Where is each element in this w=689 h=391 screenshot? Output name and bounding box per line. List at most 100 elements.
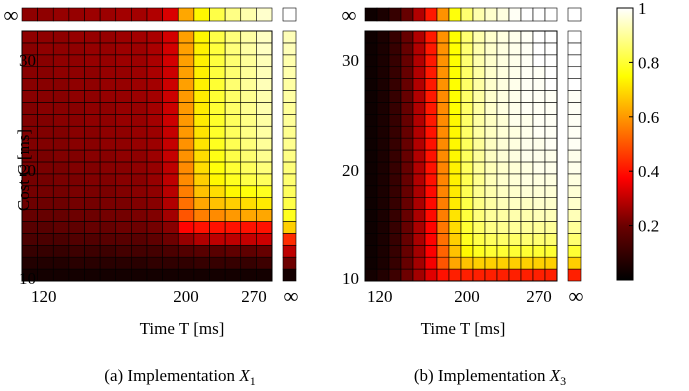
heatmap-cell xyxy=(224,209,242,222)
heatmap-cell xyxy=(224,102,242,115)
heatmap-cell xyxy=(131,137,148,151)
heatmap-cell xyxy=(209,185,226,198)
heatmap-cell xyxy=(460,233,474,246)
heatmap-cell xyxy=(484,90,498,103)
heatmap-cell xyxy=(484,233,498,246)
heatmap-cell xyxy=(209,90,226,103)
infinity-column-cell xyxy=(282,54,297,68)
infinity-column-cell xyxy=(567,268,582,282)
heatmap-cell xyxy=(460,30,474,44)
heatmap-cell xyxy=(388,66,402,79)
heatmap-cell xyxy=(484,78,498,91)
heatmap-cell xyxy=(424,114,438,127)
heatmap-cell xyxy=(544,90,558,103)
heatmap-cell xyxy=(424,102,438,115)
heatmap-cell xyxy=(256,54,273,68)
heatmap-cell xyxy=(162,256,179,270)
heatmap-cell xyxy=(508,197,522,210)
heatmap-cell xyxy=(224,268,242,282)
heatmap-cell xyxy=(364,197,378,210)
heatmap-cell xyxy=(496,30,510,44)
x-axis-label-b: Time T [ms] xyxy=(421,319,506,338)
infinity-column-cell xyxy=(567,66,582,79)
heatmap-cell xyxy=(532,66,546,79)
heatmap-cell xyxy=(209,30,226,44)
heatmap-cell xyxy=(472,42,486,56)
heatmap-cell xyxy=(532,173,546,187)
infinity-column-a xyxy=(282,30,297,282)
heatmap-cell xyxy=(532,244,546,258)
heatmap-cell xyxy=(131,197,148,210)
infinity-column-cell xyxy=(282,125,297,139)
heatmap-cell xyxy=(472,268,486,282)
heatmap-cell xyxy=(224,244,242,258)
heatmap-cell xyxy=(52,197,70,210)
infinity-column-cell xyxy=(282,114,297,127)
heatmap-cell xyxy=(84,268,101,282)
heatmap-cell xyxy=(484,125,498,139)
heatmap-cell xyxy=(52,221,70,234)
heatmap-cell xyxy=(388,137,402,151)
heatmap-cell xyxy=(460,209,474,222)
y-tick-b-20: 20 xyxy=(342,161,359,180)
heatmap-cell xyxy=(376,30,390,44)
heatmap-cell xyxy=(400,221,414,234)
heatmap-cell xyxy=(484,42,498,56)
heatmap-cell xyxy=(424,209,438,222)
colorbar-ticks: 1 0.8 0.6 0.4 0.2 xyxy=(629,0,660,236)
infinity-column-cell xyxy=(282,137,297,151)
heatmap-cell xyxy=(224,233,242,246)
heatmap-cell xyxy=(484,173,498,187)
heatmap-cell xyxy=(68,137,85,151)
infinity-column-b xyxy=(567,30,582,282)
heatmap-cell xyxy=(484,137,498,151)
heatmap-cell xyxy=(412,268,426,282)
heatmap-cell xyxy=(162,137,179,151)
heatmap-cell xyxy=(224,149,242,163)
heatmap-cell xyxy=(484,197,498,210)
heatmap-cell xyxy=(484,30,498,44)
heatmap-cell xyxy=(460,137,474,151)
heatmap-cell xyxy=(508,102,522,115)
heatmap-cell xyxy=(376,125,390,139)
infinity-column-cell xyxy=(282,221,297,234)
heatmap-cell xyxy=(146,233,163,246)
heatmap-cell xyxy=(52,161,70,175)
infinity-column-cell xyxy=(567,90,582,103)
heatmap-cell xyxy=(240,221,257,234)
heatmap-cell xyxy=(436,78,450,91)
heatmap-cell xyxy=(68,161,85,175)
heatmap-cell xyxy=(99,102,117,115)
heatmap-cell xyxy=(146,30,163,44)
heatmap-cell xyxy=(68,66,85,79)
heatmap-cell xyxy=(193,256,210,270)
heatmap-cell xyxy=(448,66,462,79)
heatmap-cell xyxy=(496,125,510,139)
heatmap-cell xyxy=(193,42,210,56)
heatmap-cell xyxy=(209,114,226,127)
heatmap-cell xyxy=(388,42,402,56)
heatmap-cell xyxy=(376,268,390,282)
inf-label-right-a: ∞ xyxy=(284,284,299,308)
heatmap-cell xyxy=(412,197,426,210)
heatmap-cell xyxy=(484,66,498,79)
heatmap-cell xyxy=(146,54,163,68)
heatmap-cell xyxy=(508,256,522,270)
heatmap-cell xyxy=(412,78,426,91)
heatmap-cell xyxy=(400,256,414,270)
heatmap-cell xyxy=(436,66,450,79)
heatmap-cell xyxy=(224,78,242,91)
inf-label-top-b: ∞ xyxy=(342,3,357,27)
heatmap-cell xyxy=(436,268,450,282)
heatmap-cell xyxy=(21,30,38,44)
heatmap-cell xyxy=(240,114,257,127)
heatmap-cell xyxy=(388,256,402,270)
heatmap-cell xyxy=(520,102,534,115)
heatmap-cell xyxy=(400,173,414,187)
colorbar: 1 0.8 0.6 0.4 0.2 xyxy=(616,0,660,281)
heatmap-cell xyxy=(400,54,414,68)
heatmap-cell xyxy=(52,90,70,103)
heatmap-cell xyxy=(115,209,132,222)
heatmap-cell xyxy=(84,78,101,91)
heatmap-cell xyxy=(240,161,257,175)
